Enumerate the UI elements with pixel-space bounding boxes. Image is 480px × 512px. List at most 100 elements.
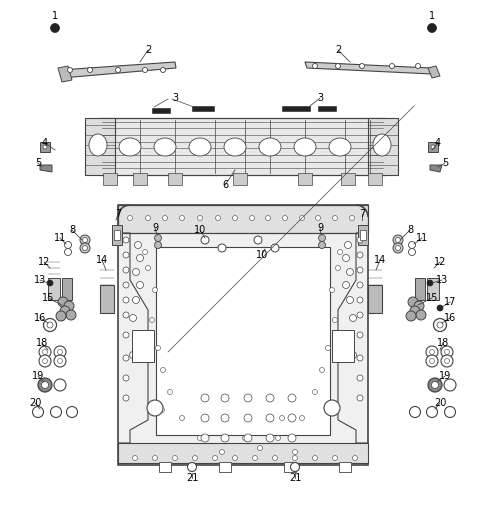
Circle shape — [409, 407, 420, 417]
Circle shape — [444, 358, 449, 364]
Circle shape — [343, 254, 349, 262]
Circle shape — [288, 434, 296, 442]
Circle shape — [444, 350, 449, 354]
Circle shape — [123, 267, 129, 273]
Circle shape — [188, 462, 196, 472]
Text: 12: 12 — [434, 257, 446, 267]
Circle shape — [160, 368, 166, 373]
Circle shape — [288, 394, 296, 402]
Circle shape — [180, 416, 184, 420]
Circle shape — [160, 68, 166, 73]
Polygon shape — [430, 165, 442, 172]
Circle shape — [430, 358, 434, 364]
Circle shape — [58, 297, 68, 307]
Circle shape — [213, 456, 217, 460]
Circle shape — [337, 249, 343, 254]
Text: 9: 9 — [317, 223, 323, 233]
Circle shape — [393, 235, 403, 245]
Circle shape — [201, 434, 209, 442]
Circle shape — [244, 434, 252, 442]
Bar — [219, 462, 231, 472]
Circle shape — [347, 268, 353, 275]
Text: 5: 5 — [35, 158, 41, 168]
Text: 11: 11 — [54, 233, 66, 243]
Circle shape — [432, 381, 439, 389]
Text: 7: 7 — [359, 209, 365, 219]
Text: 19: 19 — [439, 371, 451, 381]
Circle shape — [244, 394, 252, 402]
Bar — [133, 173, 147, 185]
Circle shape — [136, 282, 144, 288]
Ellipse shape — [224, 138, 246, 156]
Circle shape — [408, 297, 418, 307]
Circle shape — [54, 346, 66, 358]
Text: 4: 4 — [42, 138, 48, 148]
Circle shape — [290, 462, 300, 472]
Bar — [339, 462, 351, 472]
Text: 3: 3 — [172, 93, 178, 103]
Circle shape — [64, 248, 72, 255]
Bar — [48, 278, 60, 300]
Circle shape — [56, 311, 66, 321]
Circle shape — [252, 456, 257, 460]
Text: 10: 10 — [194, 225, 206, 235]
Circle shape — [134, 242, 142, 248]
Circle shape — [147, 400, 163, 416]
Text: 2: 2 — [145, 45, 151, 55]
Circle shape — [83, 238, 87, 243]
Polygon shape — [60, 62, 176, 78]
Circle shape — [123, 375, 129, 381]
Circle shape — [333, 216, 337, 221]
Circle shape — [232, 456, 238, 460]
Circle shape — [319, 234, 325, 242]
Circle shape — [39, 346, 51, 358]
Circle shape — [312, 63, 317, 69]
Circle shape — [180, 216, 184, 221]
Text: 19: 19 — [32, 371, 44, 381]
Circle shape — [54, 379, 66, 391]
Circle shape — [266, 394, 274, 402]
Circle shape — [33, 407, 44, 417]
Circle shape — [156, 346, 160, 351]
Circle shape — [333, 317, 337, 323]
Ellipse shape — [373, 134, 391, 156]
Circle shape — [273, 456, 277, 460]
Circle shape — [333, 456, 337, 460]
Circle shape — [155, 234, 161, 242]
Text: 8: 8 — [407, 225, 413, 235]
Circle shape — [336, 63, 340, 69]
Circle shape — [349, 216, 355, 221]
Bar — [428, 142, 438, 152]
Text: 10: 10 — [256, 250, 268, 260]
Bar — [415, 278, 425, 300]
Circle shape — [414, 301, 424, 311]
Circle shape — [43, 145, 47, 149]
Circle shape — [357, 237, 363, 243]
Text: 14: 14 — [96, 255, 108, 265]
Circle shape — [47, 280, 53, 286]
Circle shape — [216, 216, 220, 221]
Circle shape — [320, 368, 324, 373]
Circle shape — [145, 266, 151, 270]
Bar — [118, 443, 368, 463]
Circle shape — [396, 238, 400, 243]
Circle shape — [47, 322, 53, 328]
Bar — [427, 278, 439, 300]
Text: 7: 7 — [115, 209, 121, 219]
Circle shape — [39, 355, 51, 367]
Text: 21: 21 — [289, 473, 301, 483]
Bar — [100, 118, 385, 175]
Circle shape — [349, 314, 357, 322]
Bar — [118, 205, 368, 465]
Circle shape — [123, 237, 129, 243]
Circle shape — [357, 355, 363, 361]
Circle shape — [329, 408, 335, 413]
Circle shape — [266, 434, 274, 442]
Circle shape — [155, 242, 161, 248]
Circle shape — [254, 236, 262, 244]
Text: 2: 2 — [335, 45, 341, 55]
Circle shape — [44, 318, 57, 331]
Polygon shape — [428, 66, 440, 78]
Circle shape — [357, 267, 363, 273]
Circle shape — [428, 24, 436, 32]
